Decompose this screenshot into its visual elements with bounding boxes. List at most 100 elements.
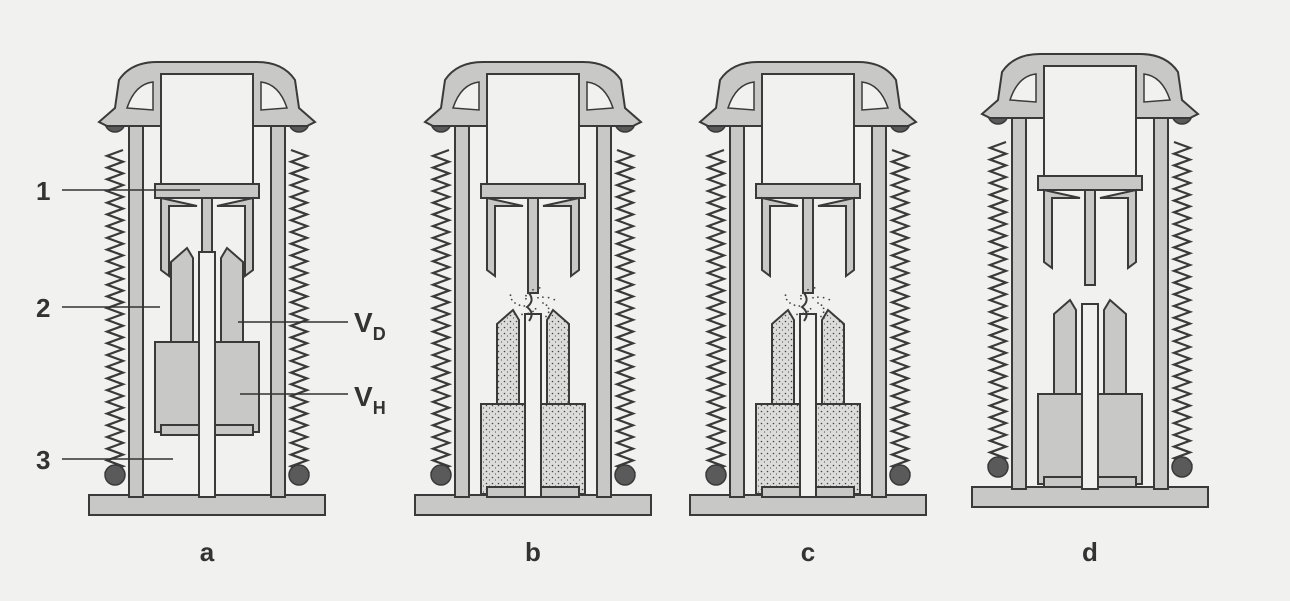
arc-particle-19: [813, 287, 816, 289]
arc-particle-4: [820, 315, 822, 318]
moving-contact-assembly: [154, 246, 260, 498]
fixed-contact-body: [761, 73, 855, 185]
cap-window-right: [260, 81, 289, 111]
finger-cage-left: [160, 196, 198, 278]
inner-wall-left: [128, 121, 144, 498]
arc-particle-21: [817, 296, 819, 298]
arc-particle-23: [828, 298, 831, 301]
volume-label-d: VD: [354, 307, 386, 344]
arc-particle-17: [802, 291, 805, 294]
moving-rod: [1081, 303, 1099, 490]
arc-particle-18: [532, 288, 534, 291]
arc-particle-7: [802, 312, 805, 315]
breaker-unit-a: [88, 61, 326, 516]
arc-particle-11: [518, 304, 521, 307]
moving-rod: [799, 313, 817, 498]
callout-number-3: 3: [36, 445, 50, 475]
cap-window-left: [125, 81, 154, 111]
panel-label-d: d: [1082, 537, 1098, 567]
fixed-contact-body: [160, 73, 254, 185]
finger-cage-right: [817, 196, 855, 278]
insulator-ribs-left: [429, 148, 453, 480]
arc-particle-4: [545, 315, 547, 318]
arc-particle-8: [521, 313, 523, 316]
fixed-contact-plate: [1037, 175, 1143, 191]
arc-particle-13: [510, 298, 513, 301]
breaker-unit-b: [414, 61, 652, 516]
insulator-ribs-left: [103, 148, 127, 480]
arc-particle-6: [532, 310, 534, 313]
inner-wall-right: [871, 121, 887, 498]
cap-window-right: [586, 81, 615, 111]
moving-contact-assembly: [480, 308, 586, 498]
arc-particle-10: [523, 305, 526, 307]
arc-particle-1: [820, 304, 823, 307]
cap-window-left: [726, 81, 755, 111]
arc-particle-12: [789, 302, 791, 304]
arc-plasma: [800, 292, 808, 322]
inner-wall-left: [729, 121, 745, 498]
callout-number-1: 1: [36, 176, 50, 206]
seal-ring-2: [705, 464, 727, 486]
fixed-contact-pin: [802, 197, 814, 294]
seal-ring-3: [614, 464, 636, 486]
arc-particle-1: [545, 304, 548, 307]
arc-particle-16: [800, 294, 802, 297]
fixed-contact-plate: [480, 183, 586, 199]
fixed-contact-pin: [1084, 189, 1096, 286]
arc-particle-5: [534, 307, 537, 310]
finger-cage-right: [216, 196, 254, 278]
arc-particle-13: [785, 298, 788, 301]
cap-window-right: [861, 81, 890, 111]
arc-particle-15: [525, 297, 527, 300]
breaker-units: [88, 53, 1209, 516]
arc-plasma: [525, 292, 533, 322]
arc-particle-0: [542, 302, 544, 304]
arc-particle-10: [798, 305, 801, 307]
seal-ring-3: [1171, 456, 1193, 478]
arc-particle-3: [822, 311, 825, 314]
breaker-unit-d: [971, 53, 1209, 508]
insulator-ribs-left: [704, 148, 728, 480]
fixed-contact-pin: [527, 197, 539, 294]
seal-ring-2: [430, 464, 452, 486]
seal-ring-3: [288, 464, 310, 486]
arc-particle-9: [788, 313, 791, 315]
insulator-ribs-right: [888, 148, 912, 480]
arc-particle-14: [784, 294, 787, 297]
insulator-ribs-right: [1170, 140, 1194, 472]
cap-window-left: [451, 81, 480, 111]
arc-particle-15: [800, 297, 802, 300]
moving-contact-assembly: [1037, 298, 1143, 490]
finger-cage-left: [486, 196, 524, 278]
arc-particle-8: [796, 313, 798, 316]
arc-particle-22: [547, 296, 550, 299]
arc-particle-20: [812, 296, 814, 299]
arc-particle-2: [822, 307, 825, 310]
arc-particle-18: [807, 288, 809, 291]
inner-wall-right: [596, 121, 612, 498]
inner-wall-right: [1153, 113, 1169, 490]
panel-label-c: c: [801, 537, 815, 567]
arc-particle-0: [817, 302, 819, 304]
arc-particle-6: [807, 310, 809, 313]
moving-contact-assembly: [755, 308, 861, 498]
breaker-unit-c: [689, 61, 927, 516]
finger-cage-left: [1043, 188, 1081, 270]
moving-rod: [198, 251, 216, 498]
fixed-contact-plate: [755, 183, 861, 199]
volume-label-h: VH: [354, 381, 386, 418]
seal-ring-3: [889, 464, 911, 486]
arc-particle-22: [822, 296, 825, 299]
cap-window-right: [1143, 73, 1172, 103]
arc-particle-21: [542, 296, 544, 298]
arc-particle-19: [538, 287, 541, 289]
panel-label-a: a: [200, 537, 215, 567]
seal-ring-2: [104, 464, 126, 486]
arc-particle-2: [547, 307, 550, 310]
moving-rod: [524, 313, 542, 498]
insulator-ribs-right: [287, 148, 311, 480]
arc-particle-11: [793, 304, 796, 307]
finger-cage-left: [761, 196, 799, 278]
